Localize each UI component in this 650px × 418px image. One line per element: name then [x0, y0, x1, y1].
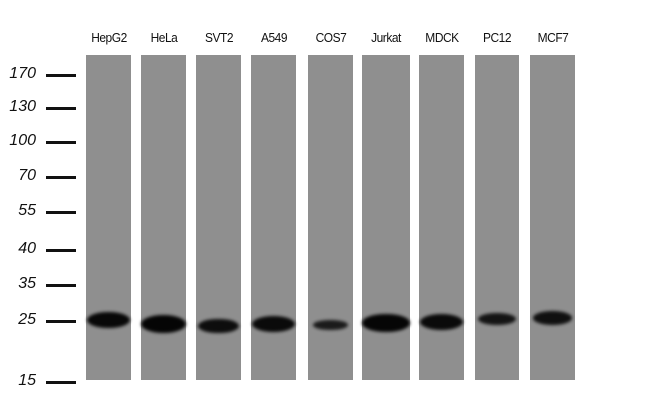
protein-band — [420, 313, 463, 331]
lane-label: PC12 — [482, 30, 512, 45]
marker-label: 25 — [18, 311, 36, 328]
marker-tick — [46, 176, 76, 179]
lane-label: A549 — [260, 30, 287, 45]
protein-band — [252, 315, 295, 333]
marker-label: 35 — [18, 275, 36, 292]
marker-label: 100 — [9, 132, 36, 149]
protein-band — [197, 318, 240, 334]
lane-label: SVT2 — [204, 30, 233, 45]
marker-tick — [46, 141, 76, 144]
marker-tick — [46, 107, 76, 110]
marker-tick — [46, 284, 76, 287]
marker-label: 15 — [18, 372, 36, 389]
lane — [530, 55, 575, 380]
lane — [86, 55, 131, 380]
lane-label: COS7 — [315, 30, 346, 45]
protein-band — [313, 320, 348, 330]
lane — [419, 55, 464, 380]
protein-band — [532, 311, 573, 325]
lane-label: Jurkat — [371, 30, 401, 45]
marker-tick — [46, 381, 76, 384]
lane-label: HepG2 — [90, 30, 127, 45]
protein-band — [141, 315, 186, 333]
marker-tick — [46, 211, 76, 214]
marker-tick — [46, 249, 76, 252]
marker-label: 55 — [18, 202, 36, 219]
marker-label: 70 — [18, 167, 36, 184]
marker-label: 40 — [18, 240, 36, 257]
protein-band — [362, 314, 410, 332]
protein-band — [86, 311, 131, 329]
marker-label: 170 — [9, 65, 36, 82]
lane-label: MDCK — [424, 30, 459, 45]
lane — [475, 55, 519, 380]
lane — [308, 55, 353, 380]
lane-label: MCF7 — [537, 30, 568, 45]
lane-label: HeLa — [150, 30, 177, 45]
marker-label: 130 — [9, 98, 36, 115]
protein-band — [478, 312, 516, 326]
marker-tick — [46, 320, 76, 323]
marker-tick — [46, 74, 76, 77]
